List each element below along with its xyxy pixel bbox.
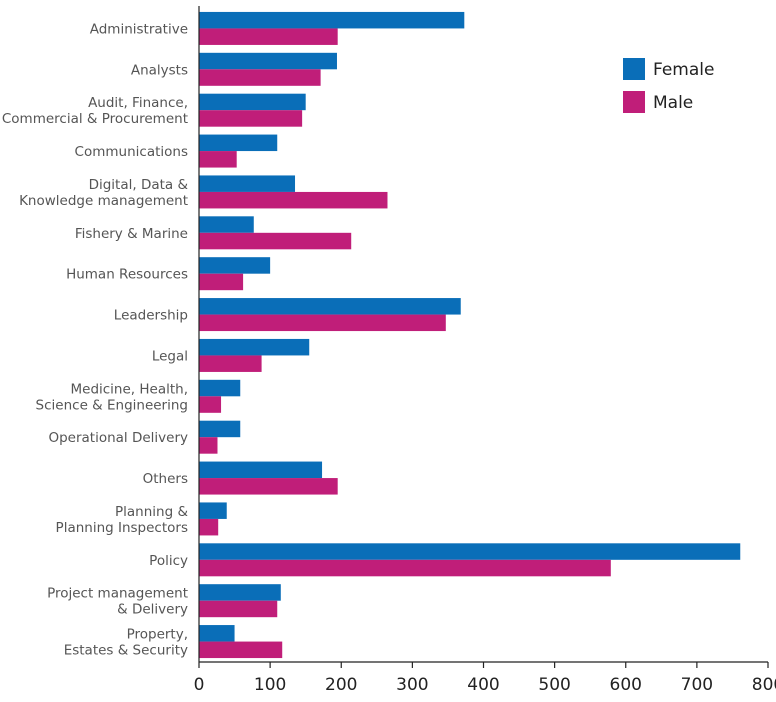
bar-female-0 [199, 11, 465, 29]
legend-label-male: Male [653, 93, 693, 113]
category-label: Legal [152, 348, 188, 364]
category-label: Policy [149, 553, 188, 569]
bar-female-4 [199, 175, 296, 192]
bar-male-7 [199, 314, 446, 332]
category-label: Project management & Delivery [47, 586, 188, 618]
category-label: Property, Estates & Security [64, 627, 188, 659]
bar-female-15 [199, 625, 235, 642]
category-label: Administrative [90, 21, 188, 37]
x-tick-label: 500 [538, 675, 570, 695]
category-labels: Administrative Analysts Audit, Finance, Com… [2, 21, 189, 658]
bar-female-11 [199, 461, 323, 479]
x-tick-label: 100 [254, 675, 286, 695]
category-label: Audit, Finance, Commercial & Procurement [2, 95, 188, 127]
bars-layer [199, 11, 741, 659]
bar-male-15 [199, 641, 283, 659]
x-tick-label: 0 [194, 675, 205, 695]
category-label: Communications [75, 144, 188, 160]
legend-label-female: Female [653, 60, 714, 80]
x-tick-label: 300 [396, 675, 428, 695]
bar-female-14 [199, 584, 281, 601]
bar-female-1 [199, 52, 337, 70]
bar-female-10 [199, 420, 241, 438]
x-tick-label: 800 [752, 675, 776, 695]
bar-female-5 [199, 216, 254, 233]
legend-swatch-female [623, 58, 645, 80]
bar-male-11 [199, 478, 338, 495]
bar-male-10 [199, 437, 218, 454]
x-tick-labels: 0 100 200 300 400 500 600 700 800 [194, 675, 776, 695]
bar-male-3 [199, 151, 237, 168]
bar-female-12 [199, 502, 227, 519]
legend-swatch-male [623, 91, 645, 113]
category-label: Leadership [114, 308, 188, 324]
bar-male-8 [199, 355, 262, 372]
bar-male-12 [199, 518, 219, 536]
category-label: Digital, Data & Knowledge management [19, 177, 188, 209]
bar-male-0 [199, 28, 338, 45]
category-label: Operational Delivery [48, 430, 188, 446]
bar-female-7 [199, 298, 461, 315]
category-label: Human Resources [66, 267, 188, 283]
bar-female-3 [199, 134, 278, 152]
category-label: Fishery & Marine [75, 226, 188, 242]
bar-male-4 [199, 191, 388, 209]
bar-female-13 [199, 543, 741, 560]
category-label: Analysts [131, 62, 188, 78]
bar-male-13 [199, 559, 611, 577]
category-label: Medicine, Health, Science & Engineering [36, 381, 188, 413]
x-tick-label: 200 [325, 675, 357, 695]
x-tick-label: 700 [681, 675, 713, 695]
bar-female-9 [199, 379, 241, 397]
legend: Female Male [623, 58, 714, 113]
x-tick-label: 400 [467, 675, 499, 695]
axes [198, 6, 769, 668]
bar-male-14 [199, 600, 278, 618]
bar-male-6 [199, 273, 244, 291]
bar-male-9 [199, 396, 222, 413]
bar-female-6 [199, 257, 271, 274]
bar-male-1 [199, 69, 321, 86]
bar-female-2 [199, 93, 306, 111]
category-label: Planning & Planning Inspectors [56, 504, 189, 536]
bar-male-2 [199, 110, 303, 127]
x-tick-label: 600 [610, 675, 642, 695]
bar-male-5 [199, 232, 352, 250]
bar-female-8 [199, 338, 310, 356]
category-label: Others [143, 471, 188, 487]
